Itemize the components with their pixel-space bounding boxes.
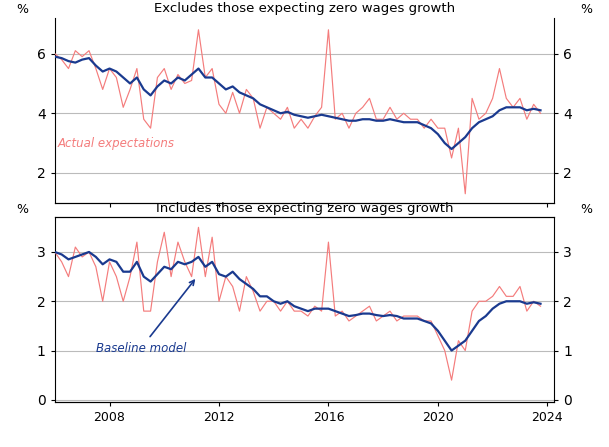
Title: Excludes those expecting zero wages growth: Excludes those expecting zero wages grow… [154,2,455,15]
Text: Baseline model: Baseline model [96,280,194,354]
Text: %: % [580,3,593,16]
Title: Includes those expecting zero wages growth: Includes those expecting zero wages grow… [156,202,453,215]
Text: %: % [580,202,593,215]
Text: %: % [16,3,29,16]
Text: Actual expectations: Actual expectations [57,137,175,150]
Text: %: % [16,202,29,215]
